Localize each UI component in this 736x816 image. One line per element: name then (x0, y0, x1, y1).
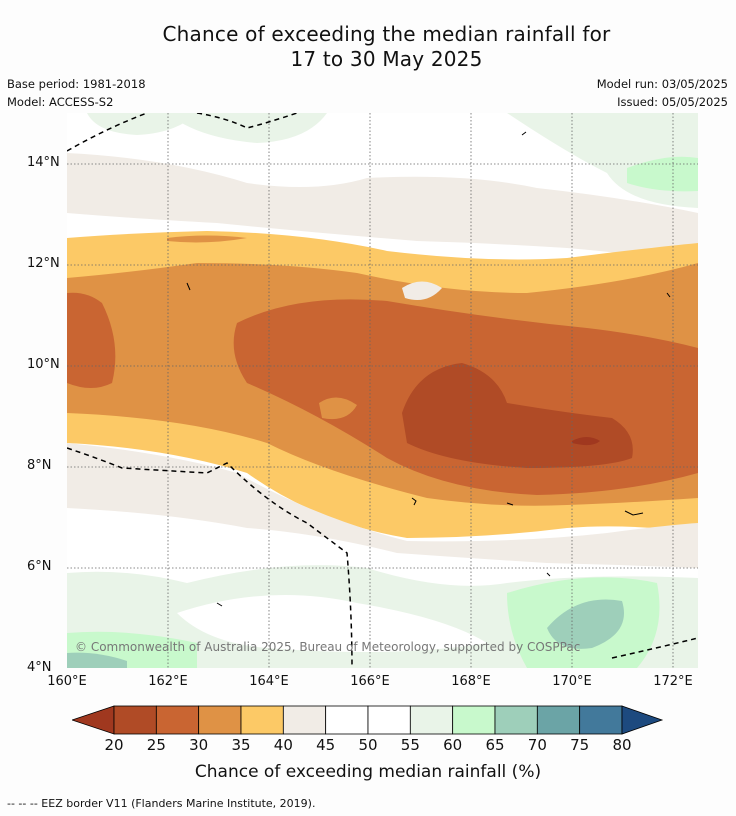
colorbar-segment (367, 705, 411, 735)
green-patch-top-mid (167, 113, 327, 143)
colorbar-segment (409, 705, 454, 735)
colorbar-title: Chance of exceeding median rainfall (%) (194, 762, 542, 782)
colorbar-tick-label: 80 (612, 736, 632, 754)
colorbar-tick-label: 40 (273, 736, 293, 754)
colorbar-segment (113, 705, 157, 735)
colorbar-tick-label: 30 (189, 736, 209, 754)
y-tick-14n: 14°N (27, 155, 60, 170)
colorbar-tick-label: 25 (146, 736, 166, 754)
grey-island-patch (402, 281, 442, 301)
eez-footnote: -- -- -- EEZ border V11 (Flanders Marine… (7, 797, 316, 810)
colorbar-segment (155, 705, 200, 735)
y-tick-8n: 8°N (27, 458, 52, 473)
x-tick-168e: 168°E (451, 674, 491, 689)
colorbar-tick-label: 45 (316, 736, 336, 754)
model-name: Model: ACCESS-S2 (7, 95, 114, 109)
map-plot (67, 113, 698, 668)
y-tick-6n: 6°N (27, 559, 52, 574)
colorbar-tick-label: 35 (231, 736, 251, 754)
white-area-south (177, 595, 487, 652)
grey-band-north (67, 153, 698, 263)
teal-patch-south (547, 599, 624, 649)
colorbar-segment (325, 705, 369, 735)
x-tick-166e: 166°E (350, 674, 390, 689)
colorbar (72, 705, 664, 735)
colorbar-segment (282, 705, 327, 735)
colorbar-segment (536, 705, 581, 735)
x-tick-172e: 172°E (653, 674, 693, 689)
colorbar-tick-label: 20 (104, 736, 124, 754)
colorbar-tick-label: 75 (570, 736, 590, 754)
grey-band-south (67, 443, 698, 568)
title-line-2: 17 to 30 May 2025 (290, 47, 483, 71)
colorbar-tick-label: 55 (400, 736, 420, 754)
green-patch-top-left (87, 113, 197, 135)
dark-orange-west (67, 292, 116, 388)
colorbar-segment (494, 705, 538, 735)
x-tick-170e: 170°E (552, 674, 592, 689)
grey-patch-north (167, 235, 247, 243)
deep-brown-spot (572, 437, 600, 446)
colorbar-tick-label: 70 (527, 736, 547, 754)
x-tick-162e: 162°E (148, 674, 188, 689)
x-tick-160e: 160°E (47, 674, 87, 689)
eez-borders (67, 113, 698, 668)
colorbar-segment (452, 705, 496, 735)
y-tick-12n: 12°N (27, 256, 60, 271)
x-tick-164e: 164°E (249, 674, 289, 689)
title-line-1: Chance of exceeding the median rainfall … (162, 22, 611, 46)
base-period: Base period: 1981-2018 (7, 77, 146, 91)
copyright-notice: © Commonwealth of Australia 2025, Bureau… (75, 640, 581, 654)
colorbar-tick-label: 60 (443, 736, 463, 754)
meta-left: Base period: 1981-2018 Model: ACCESS-S2 (7, 75, 146, 111)
meta-right: Model run: 03/05/2025 Issued: 05/05/2025 (597, 75, 728, 111)
colorbar-tick-label: 65 (485, 736, 505, 754)
colorbar-extend-high (621, 705, 664, 735)
colorbar-extend-low (72, 705, 115, 735)
map-title: Chance of exceeding the median rainfall … (0, 22, 736, 72)
teal-patch-sw (67, 652, 127, 668)
colorbar-tick-label: 50 (358, 736, 378, 754)
model-run: Model run: 03/05/2025 (596, 77, 728, 91)
colorbar-segment (198, 705, 242, 735)
graticule (67, 113, 698, 668)
issued-date: Issued: 05/05/2025 (617, 95, 728, 109)
y-tick-10n: 10°N (27, 357, 60, 372)
green-dark-top-right (627, 156, 698, 192)
islands (186, 131, 671, 607)
colorbar-segment (579, 705, 623, 735)
y-tick-4n: 4°N (27, 660, 52, 675)
yellow-patch-mid (319, 397, 357, 420)
colorbar-segment (240, 705, 284, 735)
